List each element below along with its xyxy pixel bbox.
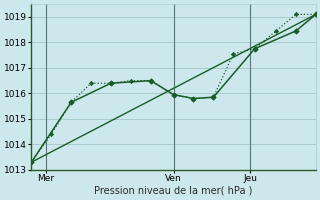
X-axis label: Pression niveau de la mer( hPa ): Pression niveau de la mer( hPa ) (94, 186, 253, 196)
